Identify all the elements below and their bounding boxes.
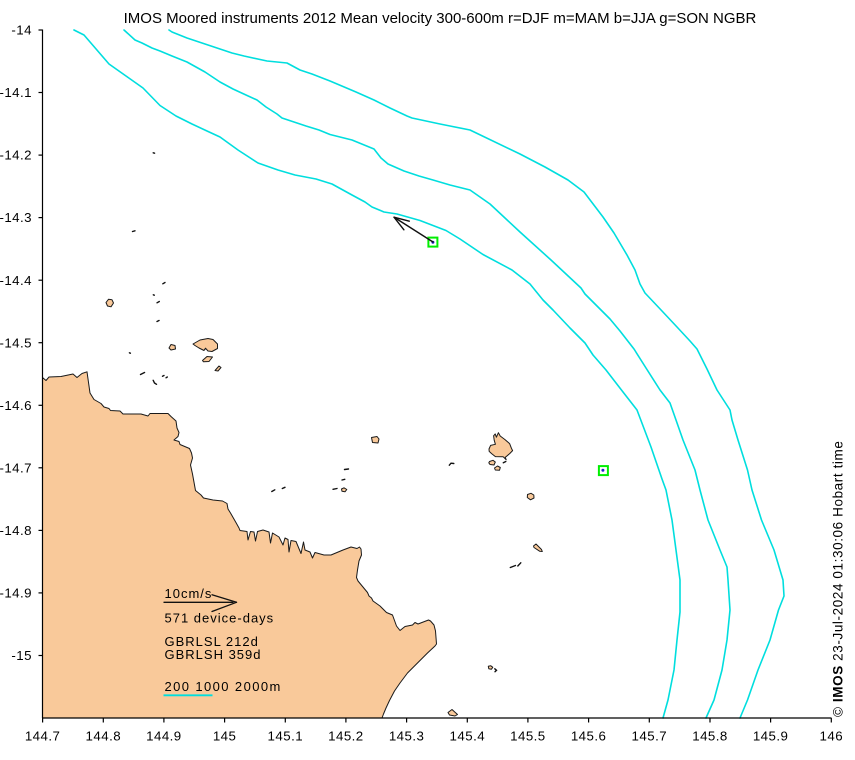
svg-text:571 device-days: 571 device-days [165, 611, 275, 626]
svg-text:-14.4: -14.4 [0, 273, 32, 288]
svg-text:145: 145 [213, 729, 237, 744]
svg-text:144.7: 144.7 [25, 729, 61, 744]
svg-text:145.6: 145.6 [571, 729, 607, 744]
svg-text:10cm/s: 10cm/s [165, 586, 213, 601]
svg-text:-14.1: -14.1 [0, 85, 32, 100]
svg-text:144.9: 144.9 [146, 729, 182, 744]
svg-text:145.5: 145.5 [510, 729, 546, 744]
svg-text:-14.5: -14.5 [0, 335, 32, 350]
svg-text:145.9: 145.9 [753, 729, 789, 744]
svg-text:-14.9: -14.9 [0, 586, 32, 601]
svg-text:-14.6: -14.6 [0, 398, 32, 413]
svg-text:-15: -15 [11, 648, 32, 663]
svg-text:GBRLSH 359d: GBRLSH 359d [165, 647, 262, 662]
svg-text:200 1000 2000m: 200 1000 2000m [165, 679, 282, 694]
svg-text:145.2: 145.2 [328, 729, 364, 744]
svg-text:© IMOS 23-Jul-2024 01:30:06 Ho: © IMOS 23-Jul-2024 01:30:06 Hobart time [831, 441, 846, 718]
svg-text:146: 146 [820, 729, 844, 744]
svg-text:GBRLSL 212d: GBRLSL 212d [165, 634, 259, 649]
svg-text:-14.2: -14.2 [0, 148, 32, 163]
svg-text:145.7: 145.7 [632, 729, 668, 744]
svg-text:-14.7: -14.7 [0, 460, 32, 475]
svg-text:-14.8: -14.8 [0, 523, 32, 538]
svg-text:IMOS Moored instruments 2012 M: IMOS Moored instruments 2012 Mean veloci… [124, 10, 757, 27]
svg-text:-14.3: -14.3 [0, 210, 32, 225]
svg-text:145.1: 145.1 [268, 729, 304, 744]
svg-text:-14: -14 [11, 23, 32, 38]
svg-text:144.8: 144.8 [86, 729, 122, 744]
svg-text:145.8: 145.8 [692, 729, 728, 744]
svg-text:145.3: 145.3 [389, 729, 425, 744]
svg-text:145.4: 145.4 [450, 729, 486, 744]
